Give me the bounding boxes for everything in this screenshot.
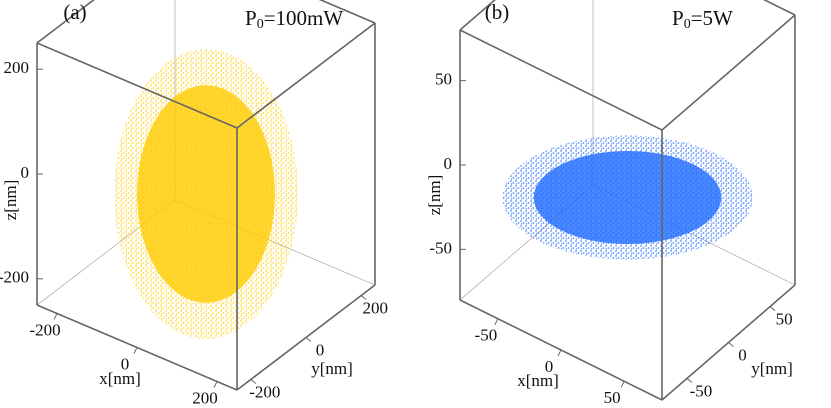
x-tick xyxy=(494,318,499,325)
y-tick xyxy=(769,306,776,311)
box-edge xyxy=(459,0,496,31)
box-edge xyxy=(459,29,663,131)
y-tick xyxy=(360,295,367,300)
z-tick-label: 50 xyxy=(435,70,452,89)
x-tick xyxy=(620,381,625,388)
x-tick-label: -50 xyxy=(475,326,498,345)
annotation: P0=100mW xyxy=(245,6,343,32)
x-tick xyxy=(133,347,138,354)
annotation-symbol: P xyxy=(245,6,257,30)
point-cloud-core xyxy=(533,151,722,244)
x-axis-label: x[nm] xyxy=(517,371,559,390)
x-tick-label: 0 xyxy=(121,354,130,373)
box-edge xyxy=(318,0,376,24)
box-edge xyxy=(661,14,796,131)
x-tick xyxy=(213,381,218,388)
y-axis-label: y[nm] xyxy=(311,359,353,378)
annotation-symbol: P xyxy=(672,6,684,30)
panel-label: (b) xyxy=(485,0,510,24)
z-tick-label: 0 xyxy=(21,163,30,182)
panel: -200 0 200 -200 0 200 -200 0 200 x[nm] y[nm] z[nm] (… xyxy=(0,0,388,407)
z-axis-label: z[nm] xyxy=(1,180,20,221)
y-tick-label: 200 xyxy=(362,298,388,317)
y-tick-label: -50 xyxy=(690,381,713,400)
x-tick xyxy=(53,313,58,320)
z-tick-label: 200 xyxy=(4,58,30,77)
box-edge xyxy=(36,42,238,129)
box-edge xyxy=(36,0,95,44)
x-tick-label: 0 xyxy=(545,357,554,376)
y-tick xyxy=(305,337,312,342)
annotation-text: =100mW xyxy=(264,6,344,30)
y-tick-label: 0 xyxy=(738,345,747,364)
annotation-subscript: 0 xyxy=(684,17,691,32)
y-tick xyxy=(250,379,257,384)
x-tick xyxy=(557,349,562,357)
z-axis-label: z[nm] xyxy=(425,175,444,216)
x-tick-label: 50 xyxy=(604,388,621,407)
z-tick-label: 0 xyxy=(444,154,453,173)
x-tick-label: 200 xyxy=(192,388,218,407)
y-tick-label: 0 xyxy=(316,340,325,359)
y-tick-label: 50 xyxy=(776,309,793,328)
z-tick-label: -200 xyxy=(0,268,29,287)
panel-label: (a) xyxy=(63,0,86,24)
box-edge xyxy=(236,22,376,129)
y-tick xyxy=(728,342,734,347)
y-tick xyxy=(686,378,693,383)
y-axis-label: y[nm] xyxy=(751,359,793,378)
x-axis-label: x[nm] xyxy=(99,369,141,388)
annotation: P0=5W xyxy=(672,6,733,32)
z-tick-label: -50 xyxy=(429,238,452,257)
point-cloud-core xyxy=(137,85,275,303)
y-tick-label: -200 xyxy=(249,382,280,401)
annotation-subscript: 0 xyxy=(257,17,264,32)
annotation-text: =5W xyxy=(691,6,733,30)
x-tick-label: -200 xyxy=(29,320,60,339)
